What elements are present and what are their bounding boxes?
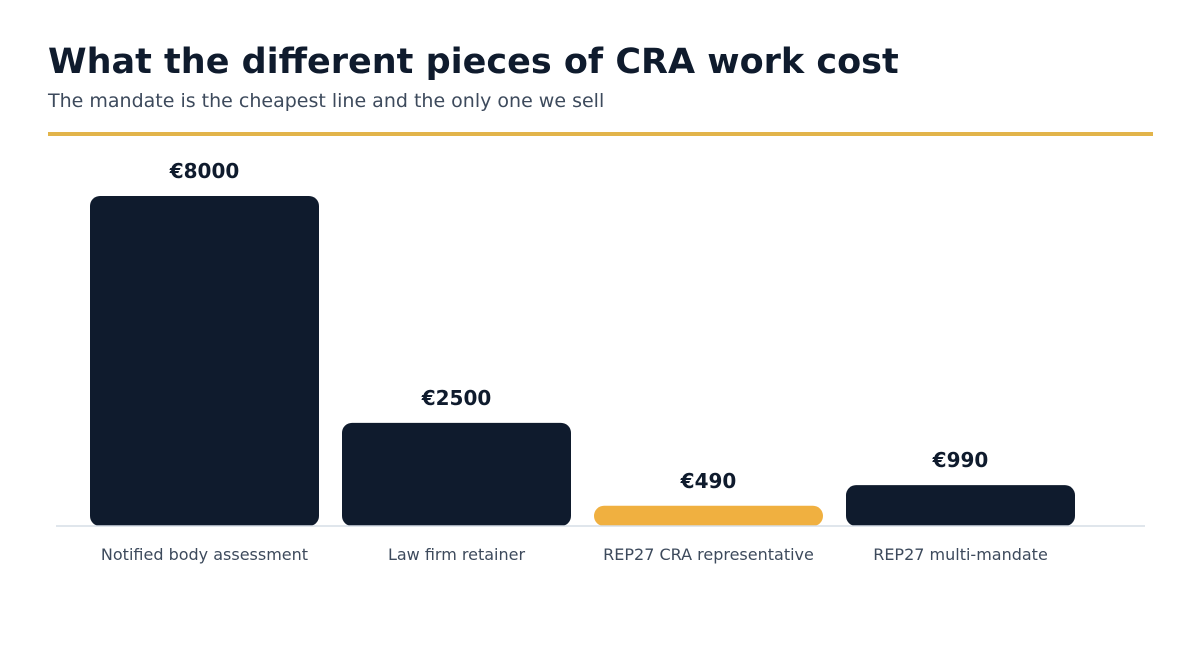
bars-group xyxy=(90,196,1075,526)
category-labels-group: Notified body assessment Law firm retaine… xyxy=(101,545,1048,564)
category-label-notified-body-assessment: Notified body assessment xyxy=(101,545,308,564)
chart-subtitle: The mandate is the cheapest line and the… xyxy=(48,90,605,112)
bar-notified-body-assessment xyxy=(90,196,319,526)
bar-law-firm-retainer xyxy=(342,422,571,526)
bar-rep27-multi-mandate xyxy=(846,485,1075,526)
bar-rep27-cra-representative xyxy=(594,505,823,526)
value-label-rep27-multi-mandate: €990 xyxy=(932,448,989,472)
chart-title: What the different pieces of CRA work co… xyxy=(48,42,899,82)
category-label-law-firm-retainer: Law firm retainer xyxy=(388,545,526,564)
category-label-rep27-cra-representative: REP27 CRA representative xyxy=(603,545,814,564)
value-label-law-firm-retainer: €2500 xyxy=(421,386,492,410)
value-label-notified-body-assessment: €8000 xyxy=(169,159,240,183)
value-label-rep27-cra-representative: €490 xyxy=(680,469,737,493)
accent-rule xyxy=(48,132,1153,136)
category-label-rep27-multi-mandate: REP27 multi-mandate xyxy=(873,545,1048,564)
value-labels-group: €8000 €2500 €490 €990 xyxy=(169,159,989,493)
